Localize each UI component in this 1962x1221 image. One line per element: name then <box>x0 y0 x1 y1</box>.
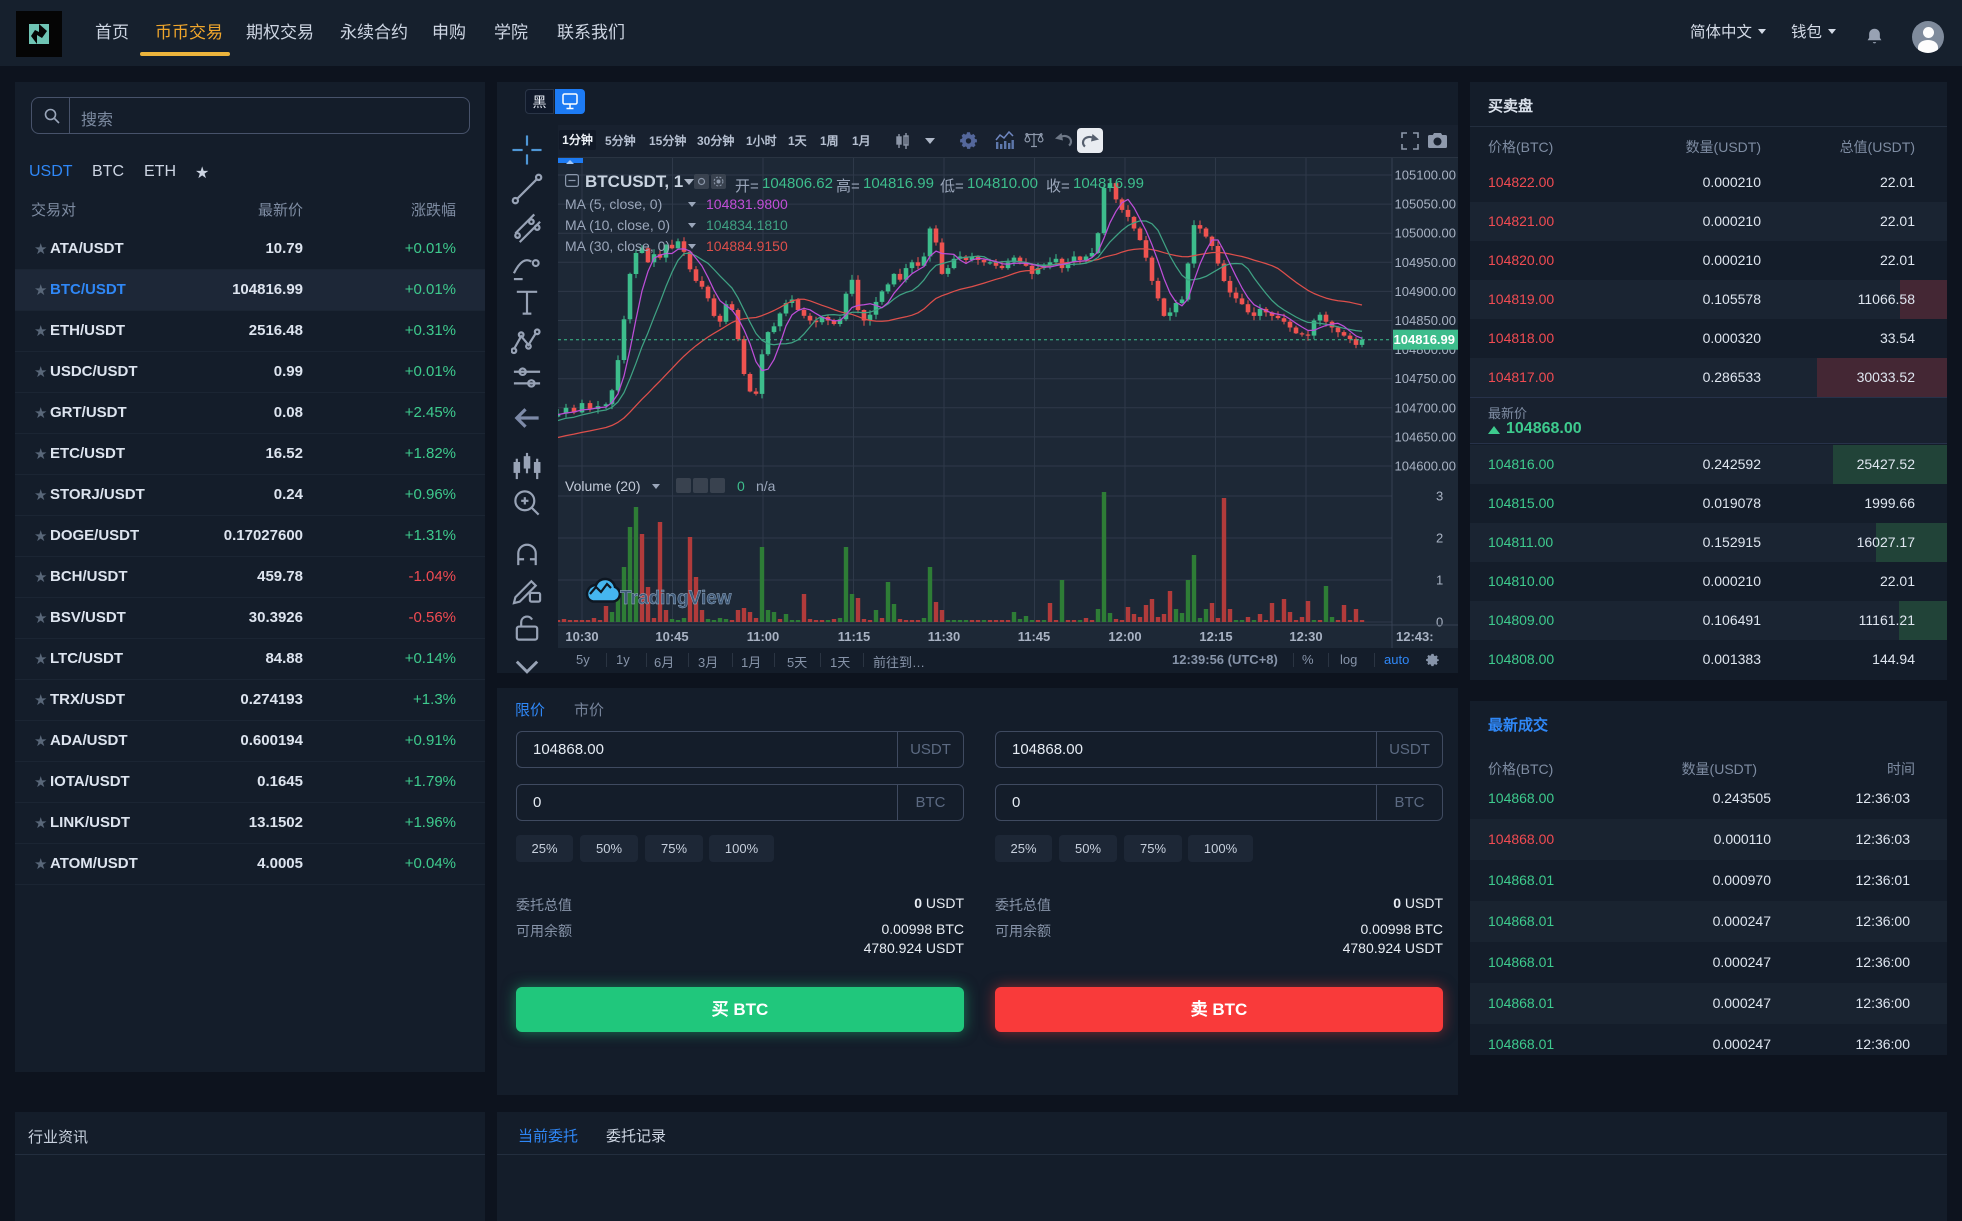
svg-text:104600.00: 104600.00 <box>1395 459 1456 474</box>
svg-text:10:30: 10:30 <box>565 629 598 644</box>
svg-text:TradingView: TradingView <box>620 588 732 609</box>
svg-text:11:15: 11:15 <box>838 629 871 644</box>
svg-text:12:00: 12:00 <box>1108 629 1141 644</box>
svg-text:3: 3 <box>1436 489 1443 504</box>
svg-text:105000.00: 105000.00 <box>1395 226 1456 241</box>
svg-text:12:15: 12:15 <box>1199 629 1232 644</box>
svg-text:105100.00: 105100.00 <box>1395 168 1456 183</box>
svg-text:104850.00: 104850.00 <box>1395 313 1456 328</box>
svg-text:11:00: 11:00 <box>747 629 780 644</box>
svg-text:0: 0 <box>1436 615 1443 630</box>
svg-text:104700.00: 104700.00 <box>1395 400 1456 415</box>
svg-text:104650.00: 104650.00 <box>1395 429 1456 444</box>
svg-text:2: 2 <box>1436 531 1443 546</box>
svg-text:104900.00: 104900.00 <box>1395 284 1456 299</box>
svg-text:12:43:: 12:43: <box>1396 629 1434 644</box>
svg-text:11:30: 11:30 <box>928 629 961 644</box>
svg-text:104950.00: 104950.00 <box>1395 255 1456 270</box>
svg-text:105050.00: 105050.00 <box>1395 197 1456 212</box>
svg-text:1: 1 <box>1436 573 1443 588</box>
svg-text:104816.99: 104816.99 <box>1394 332 1455 347</box>
svg-text:11:45: 11:45 <box>1018 629 1051 644</box>
svg-text:104750.00: 104750.00 <box>1395 371 1456 386</box>
svg-text:12:30: 12:30 <box>1289 629 1322 644</box>
svg-text:10:45: 10:45 <box>655 629 688 644</box>
